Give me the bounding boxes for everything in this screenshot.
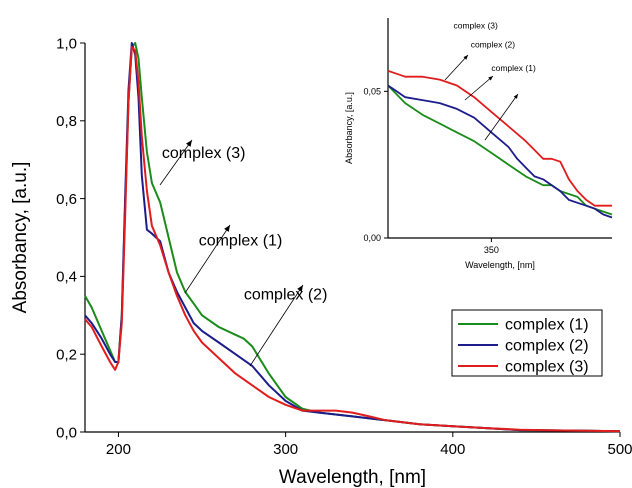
x-axis-label: Wavelength, [nm] xyxy=(465,260,535,270)
y-tick-label: 0,0 xyxy=(56,424,77,441)
y-tick-label: 0,4 xyxy=(56,269,77,286)
y-tick-label: 0,6 xyxy=(56,191,77,208)
annotation-arrow-line xyxy=(184,224,231,294)
x-tick-label: 200 xyxy=(106,441,131,458)
legend-entry: complex (2) xyxy=(505,338,589,355)
series-line-1 xyxy=(387,84,613,216)
y-tick-label: 0,8 xyxy=(56,113,77,130)
annotation-arrowhead xyxy=(488,76,493,81)
annotation-label: complex (1) xyxy=(199,232,283,249)
annotation-label: complex (1) xyxy=(491,63,536,73)
annotation-arrowhead xyxy=(186,140,192,147)
legend-entry: complex (3) xyxy=(505,359,589,376)
x-tick-label: 350 xyxy=(484,245,499,255)
annotation-label: complex (2) xyxy=(471,39,516,49)
annotation-arrow-line xyxy=(159,139,193,186)
y-tick-label: 0,2 xyxy=(56,346,77,363)
legend-entry: complex (1) xyxy=(505,317,589,334)
series-line-3 xyxy=(84,45,621,433)
y-axis-label: Absorbancy, [a.u.] xyxy=(344,92,354,164)
annotation-arrow-line xyxy=(464,75,494,101)
y-tick-label: 1,0 xyxy=(56,35,77,52)
annotation-arrowhead xyxy=(463,55,468,60)
annotation-arrowhead xyxy=(297,285,303,292)
main-chart: 200 300 400 500 0,0 0,2 0,4 0,6 0,8 1,0 Wavelength… xyxy=(10,35,632,488)
series-line-3 xyxy=(387,69,612,207)
y-axis-label: Absorbancy, [a.u.] xyxy=(10,162,31,314)
x-tick-label: 300 xyxy=(273,441,298,458)
annotation-label: complex (2) xyxy=(244,287,328,304)
y-tick-label: 0,05 xyxy=(363,86,381,96)
x-tick-label: 500 xyxy=(607,441,632,458)
x-tick-label: 400 xyxy=(440,441,465,458)
series-line-2 xyxy=(387,84,613,219)
annotation-arrowhead xyxy=(224,225,230,232)
annotation-label: complex (3) xyxy=(453,20,498,30)
annotation-label: complex (3) xyxy=(162,145,246,162)
y-tick-label: 0,00 xyxy=(363,233,381,243)
inset-chart: 350 0,00 0,05 Wavelength, [nm] Absorbancy, [… xyxy=(344,18,613,270)
annotation-arrowhead xyxy=(513,94,518,99)
annotation-arrow-line xyxy=(249,284,304,367)
x-axis-label: Wavelength, [nm] xyxy=(279,467,426,488)
annotation-arrow-line xyxy=(444,54,469,81)
legend: complex (1) complex (2) complex (3) xyxy=(451,309,603,377)
annotation-arrow-line xyxy=(484,93,519,141)
